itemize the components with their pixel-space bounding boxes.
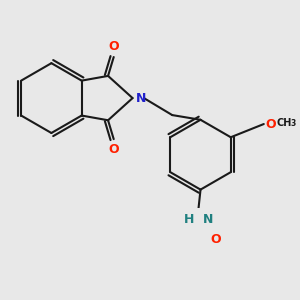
Text: H: H [184,213,194,226]
Text: O: O [210,233,220,246]
Text: CH: CH [276,118,291,128]
Text: O: O [266,118,276,130]
Text: N: N [135,92,146,105]
Text: O: O [108,40,119,53]
Text: 3: 3 [290,119,295,128]
Text: N: N [202,213,213,226]
Text: O: O [108,143,119,156]
